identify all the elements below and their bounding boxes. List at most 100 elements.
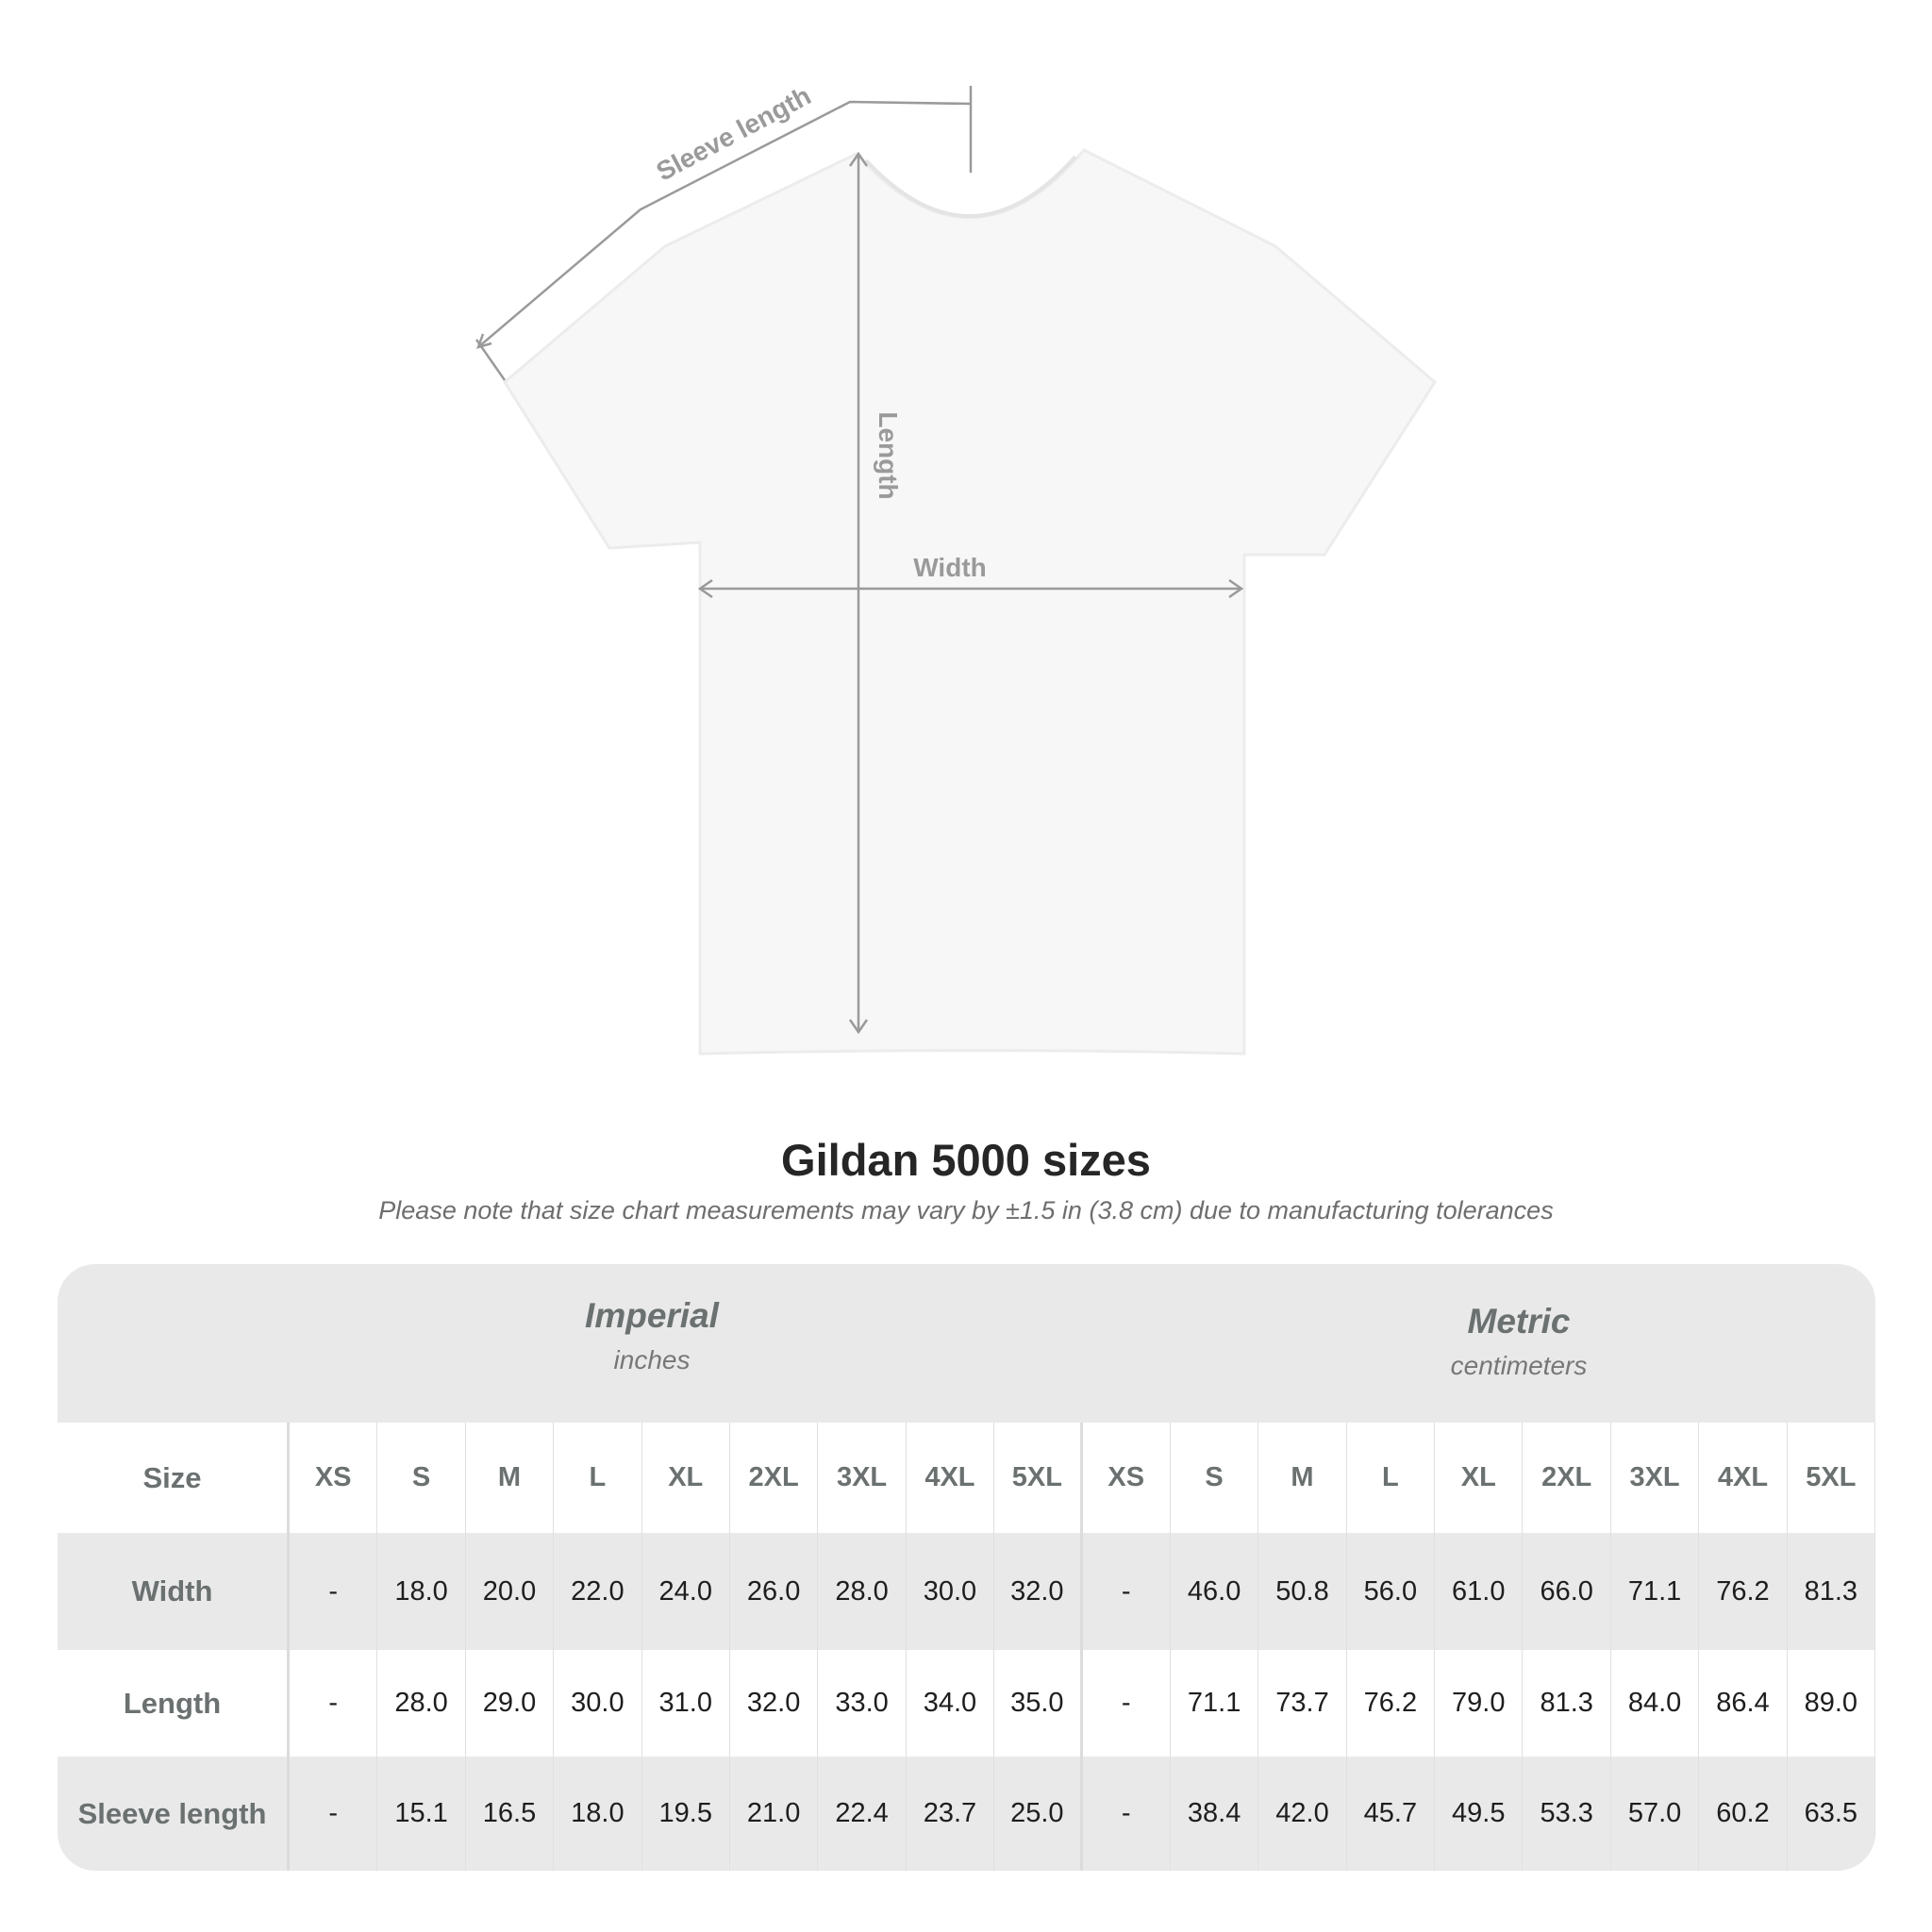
imperial-value-cell: 16.5	[466, 1757, 555, 1871]
table-row: Length -28.0 29.0 30.0 31.0 32.0 33.0 34.0 35.0-…	[58, 1650, 1875, 1757]
sleeve-arrow-left	[476, 333, 492, 349]
table-header: Imperial inches Metric centimeters	[58, 1264, 1875, 1423]
imperial-value-cell: 30.0	[554, 1650, 642, 1757]
metric-value-cell: 50.8	[1258, 1533, 1347, 1650]
imperial-size-header: L	[554, 1423, 642, 1533]
metric-value-cell: 81.3	[1788, 1533, 1875, 1650]
metric-value-cell: 42.0	[1258, 1757, 1347, 1871]
imperial-value-cell: 29.0	[466, 1650, 555, 1757]
size-header-row: Size XS S M L XL 2XL 3XL 4XL 5XL XS S M L XL 2XL 3XL 4XL 5…	[58, 1423, 1875, 1533]
imperial-size-header: 5XL	[994, 1423, 1083, 1533]
imperial-value-cell: 34.0	[907, 1650, 995, 1757]
size-label: Size	[58, 1423, 290, 1533]
page-title: Gildan 5000 sizes	[781, 1135, 1151, 1185]
metric-value-cell: 38.4	[1171, 1757, 1259, 1871]
metric-value-cell: 71.1	[1611, 1533, 1700, 1650]
imperial-size-header: 4XL	[907, 1423, 995, 1533]
imperial-size-header: XL	[642, 1423, 730, 1533]
metric-value-cell: 63.5	[1788, 1757, 1875, 1871]
metric-value-cell: 49.5	[1435, 1757, 1524, 1871]
imperial-value-cell: 32.0	[994, 1533, 1083, 1650]
metric-value-cell: 61.0	[1435, 1533, 1524, 1650]
imperial-title: Imperial	[585, 1296, 719, 1335]
sleeve-length-label: Sleeve length	[652, 81, 816, 187]
neckline	[864, 155, 1077, 218]
imperial-value-cell: 33.0	[818, 1650, 907, 1757]
imperial-value-cell: 22.0	[554, 1533, 642, 1650]
metric-size-header: S	[1171, 1423, 1259, 1533]
imperial-value-cell: 23.7	[907, 1757, 995, 1871]
length-label: Length	[874, 411, 903, 499]
metric-value-cell: 81.3	[1523, 1650, 1611, 1757]
imperial-size-header: 2XL	[730, 1423, 819, 1533]
metric-value-cell: 76.2	[1699, 1533, 1788, 1650]
imperial-value-cell: 26.0	[730, 1533, 819, 1650]
imperial-size-header: XS	[290, 1423, 378, 1533]
metric-value-cell: 66.0	[1523, 1533, 1611, 1650]
imperial-value-cell: 35.0	[994, 1650, 1083, 1757]
size-table: Imperial inches Metric centimeters Size X…	[58, 1264, 1875, 1871]
width-arrow-right	[1228, 578, 1244, 599]
imperial-size-header: S	[377, 1423, 466, 1533]
row-label: Sleeve length	[58, 1757, 290, 1871]
metric-title: Metric	[1467, 1302, 1571, 1341]
metric-value-cell: -	[1083, 1757, 1171, 1871]
imperial-value-cell: 28.0	[377, 1650, 466, 1757]
imperial-value-cell: 15.1	[377, 1757, 466, 1871]
tshirt-diagram: Width Length Sleeve length	[475, 81, 1437, 1056]
metric-value-cell: 79.0	[1435, 1650, 1524, 1757]
imperial-unit: inches	[613, 1345, 691, 1374]
length-arrow-top	[848, 151, 869, 167]
metric-value-cell: -	[1083, 1533, 1171, 1650]
row-label: Length	[58, 1650, 290, 1757]
metric-value-cell: 89.0	[1788, 1650, 1875, 1757]
metric-value-cell: 57.0	[1611, 1757, 1700, 1871]
metric-value-cell: 60.2	[1699, 1757, 1788, 1871]
row-label: Width	[58, 1533, 290, 1650]
width-arrow-left	[697, 578, 713, 599]
metric-value-cell: 86.4	[1699, 1650, 1788, 1757]
metric-value-cell: 73.7	[1258, 1650, 1347, 1757]
sleeve-length-line	[477, 100, 972, 348]
imperial-value-cell: 32.0	[730, 1650, 819, 1757]
imperial-value-cell: 18.0	[377, 1533, 466, 1650]
tshirt-shape	[503, 148, 1437, 1056]
metric-size-header: 5XL	[1788, 1423, 1875, 1533]
imperial-value-cell: 25.0	[994, 1757, 1083, 1871]
metric-size-header: XL	[1435, 1423, 1524, 1533]
metric-unit: centimeters	[1450, 1351, 1588, 1380]
imperial-value-cell: 18.0	[554, 1757, 642, 1871]
metric-value-cell: 45.7	[1347, 1757, 1436, 1871]
imperial-value-cell: 22.4	[818, 1757, 907, 1871]
metric-size-header: L	[1347, 1423, 1436, 1533]
imperial-value-cell: 31.0	[642, 1650, 730, 1757]
imperial-value-cell: 21.0	[730, 1757, 819, 1871]
metric-size-header: 2XL	[1523, 1423, 1611, 1533]
metric-value-cell: -	[1083, 1650, 1171, 1757]
imperial-value-cell: 28.0	[818, 1533, 907, 1650]
imperial-value-cell: -	[290, 1533, 378, 1650]
imperial-size-header: 3XL	[818, 1423, 907, 1533]
sleeve-tick-left	[475, 339, 507, 381]
length-arrow-bottom	[848, 1019, 869, 1035]
imperial-value-cell: 24.0	[642, 1533, 730, 1650]
table-row: Width -18.0 20.0 22.0 24.0 26.0 28.0 30.0 32.0-4…	[58, 1533, 1875, 1650]
imperial-value-cell: 30.0	[907, 1533, 995, 1650]
metric-value-cell: 56.0	[1347, 1533, 1436, 1650]
metric-value-cell: 46.0	[1171, 1533, 1259, 1650]
metric-group: Metric centimeters	[1236, 1302, 1802, 1381]
width-label: Width	[913, 553, 987, 582]
metric-value-cell: 76.2	[1347, 1650, 1436, 1757]
metric-size-header: M	[1258, 1423, 1347, 1533]
metric-size-header: 4XL	[1699, 1423, 1788, 1533]
tolerance-note: Please note that size chart measurements…	[378, 1196, 1554, 1224]
imperial-value-cell: 19.5	[642, 1757, 730, 1871]
metric-size-header: XS	[1083, 1423, 1171, 1533]
imperial-value-cell: 20.0	[466, 1533, 555, 1650]
imperial-value-cell: -	[290, 1650, 378, 1757]
imperial-size-header: M	[466, 1423, 555, 1533]
metric-value-cell: 53.3	[1523, 1757, 1611, 1871]
metric-value-cell: 71.1	[1171, 1650, 1259, 1757]
metric-value-cell: 84.0	[1611, 1650, 1700, 1757]
table-row: Sleeve length - 15.1 16.5 18.0 19.5 21.0 22.4 23…	[58, 1757, 1875, 1871]
